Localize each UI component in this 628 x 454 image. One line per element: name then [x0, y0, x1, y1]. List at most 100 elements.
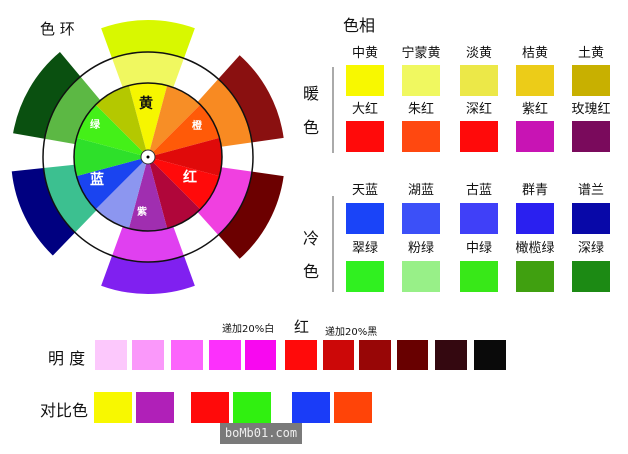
wheel-label-green: 绿: [90, 118, 101, 131]
wheel-center-dot: [146, 155, 150, 159]
brightness-swatch: [132, 340, 164, 370]
cool-label-1: 冷: [303, 229, 320, 248]
brightness-swatch: [171, 340, 203, 370]
wheel-label-purple: 紫: [137, 205, 147, 218]
warm-color-swatch: [402, 65, 440, 96]
cool-color-swatch: [460, 261, 498, 292]
white-note: 递加20%白: [222, 324, 275, 335]
cool-label-2: 色: [303, 262, 320, 281]
brightness-swatch: [209, 340, 241, 370]
wheel-inner-slice: [128, 157, 168, 231]
swatch-label: 谱兰: [577, 183, 605, 198]
brightness-swatch: [359, 340, 391, 370]
wheel-label-red: 红: [183, 169, 197, 186]
swatch-label: 中绿: [465, 241, 493, 256]
wheel-inner-slice: [128, 83, 168, 157]
warm-divider: [332, 67, 334, 153]
brightness-swatch: [245, 340, 276, 370]
wheel-outer-segment: [13, 52, 81, 139]
warm-color-swatch: [516, 121, 554, 152]
cool-color-swatch: [402, 203, 440, 234]
wheel-middle-segment: [43, 164, 97, 233]
contrast-swatch: [334, 392, 372, 423]
wheel-outer-ring: [42, 51, 254, 263]
wheel-inner-slice: [76, 157, 148, 210]
wheel-middle-segment: [197, 167, 252, 236]
cool-color-swatch: [346, 261, 384, 292]
wheel-label-orange: 橙: [192, 119, 203, 132]
swatch-label: 朱红: [407, 102, 435, 117]
watermark: boMb01.com: [220, 423, 302, 444]
hue-title: 色相: [343, 16, 376, 35]
cool-color-swatch: [460, 203, 498, 234]
swatch-label: 深红: [465, 102, 493, 117]
swatch-label: 深绿: [577, 241, 605, 256]
cool-color-swatch: [516, 261, 554, 292]
black-note: 递加20%黑: [325, 327, 378, 338]
warm-color-swatch: [460, 121, 498, 152]
wheel-inner-slice: [148, 157, 201, 229]
contrast-label: 对比色: [40, 401, 89, 420]
wheel-label-yellow: 黄: [139, 95, 153, 112]
contrast-swatch: [136, 392, 174, 423]
cool-color-swatch: [402, 261, 440, 292]
warm-label-1: 暖: [303, 84, 320, 103]
wheel-middle-segment: [112, 226, 184, 262]
brightness-label: 明 度: [48, 349, 86, 368]
swatch-label: 淡黄: [465, 46, 493, 61]
warm-color-swatch: [346, 65, 384, 96]
wheel-middle-segment: [197, 78, 252, 147]
contrast-swatch: [191, 392, 229, 423]
brightness-swatch: [397, 340, 428, 370]
swatch-label: 翠绿: [351, 241, 379, 256]
swatch-label: 宁蒙黄: [401, 46, 441, 61]
wheel-inner-slice: [76, 104, 148, 157]
brightness-swatch: [285, 340, 317, 370]
swatch-label: 桔黄: [521, 46, 549, 61]
cool-color-swatch: [346, 203, 384, 234]
wheel-inner-slice: [95, 157, 148, 229]
wheel-outer-segment: [218, 55, 284, 143]
wheel-middle-segment: [44, 76, 101, 145]
swatch-label: 天蓝: [351, 183, 379, 198]
brightness-swatch: [95, 340, 127, 370]
swatch-label: 粉绿: [407, 241, 435, 256]
contrast-swatch: [94, 392, 132, 423]
warm-color-swatch: [402, 121, 440, 152]
cool-color-swatch: [572, 203, 610, 234]
swatch-label: 玫瑰红: [571, 102, 611, 117]
wheel-inner-slice: [148, 85, 201, 157]
swatch-label: 群青: [521, 183, 549, 198]
swatch-label: 中黄: [351, 46, 379, 61]
contrast-swatch: [292, 392, 330, 423]
swatch-label: 古蓝: [465, 183, 493, 198]
warm-color-swatch: [346, 121, 384, 152]
cool-color-swatch: [572, 261, 610, 292]
swatch-label: 土黄: [577, 46, 605, 61]
wheel-label-blue: 蓝: [90, 171, 104, 188]
brightness-swatch: [435, 340, 467, 370]
swatch-label: 橄榄绿: [515, 241, 555, 256]
swatch-label: 湖蓝: [407, 183, 435, 198]
brightness-swatch: [323, 340, 354, 370]
warm-color-swatch: [460, 65, 498, 96]
wheel-outer-segment: [11, 167, 76, 256]
contrast-swatch: [233, 392, 271, 423]
warm-color-swatch: [572, 65, 610, 96]
wheel-inner-slice: [148, 104, 220, 157]
wheel-inner-slice: [95, 85, 148, 157]
wheel-middle-segment: [112, 52, 184, 88]
cool-divider: [332, 196, 334, 292]
wheel-inner-slice: [148, 157, 220, 210]
warm-label-2: 色: [303, 118, 320, 137]
cool-color-swatch: [516, 203, 554, 234]
wheel-outer-segment: [101, 19, 195, 59]
brightness-swatch: [474, 340, 506, 370]
warm-color-swatch: [516, 65, 554, 96]
swatch-label: 大红: [351, 102, 379, 117]
wheel-title: 色 环: [40, 20, 75, 38]
wheel-outer-segment: [101, 255, 195, 294]
warm-color-swatch: [572, 121, 610, 152]
